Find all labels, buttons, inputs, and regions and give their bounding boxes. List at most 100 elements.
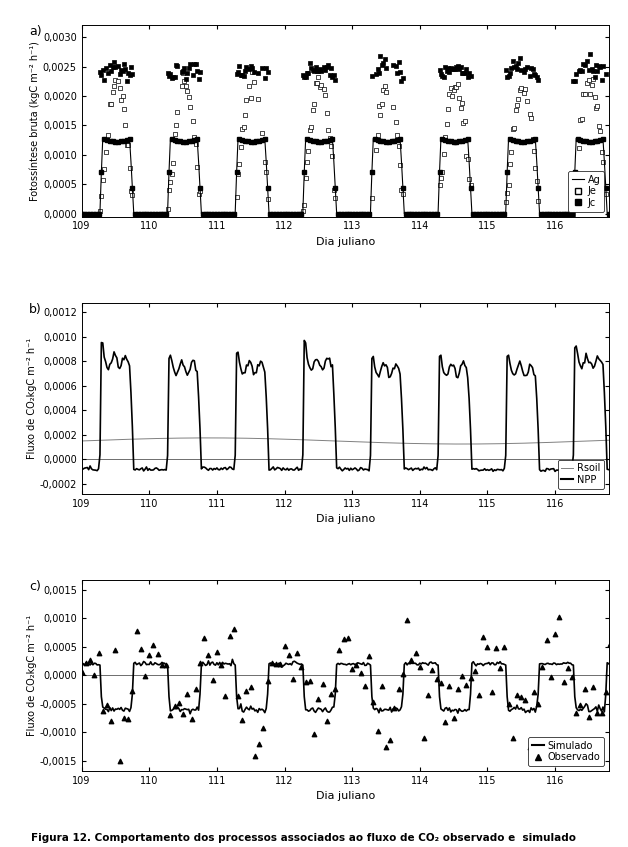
Point bbox=[372, 128, 382, 141]
Observado bbox=[161, 658, 171, 672]
Point bbox=[593, 59, 604, 73]
Point bbox=[327, 70, 337, 84]
Point bbox=[391, 60, 401, 74]
Point bbox=[454, 62, 464, 75]
Point bbox=[458, 116, 468, 130]
Point bbox=[378, 83, 388, 97]
Point bbox=[381, 85, 391, 98]
Point bbox=[376, 49, 386, 63]
Point bbox=[104, 129, 114, 142]
Point bbox=[394, 139, 404, 152]
Observado bbox=[292, 646, 302, 660]
Text: Figura 12. Comportamento dos processos associados ao fluxo de CO₂ observado e  s: Figura 12. Comportamento dos processos a… bbox=[31, 833, 577, 843]
Point bbox=[506, 61, 516, 75]
Point bbox=[123, 66, 133, 80]
Point bbox=[181, 80, 191, 93]
Simulado bbox=[256, 704, 263, 714]
Point bbox=[329, 183, 339, 197]
Observado bbox=[301, 675, 311, 689]
Observado bbox=[343, 632, 353, 645]
Observado bbox=[580, 683, 590, 696]
Point bbox=[447, 63, 457, 76]
Point bbox=[392, 128, 403, 141]
Observado bbox=[601, 685, 611, 699]
Point bbox=[590, 70, 600, 84]
NPP bbox=[443, 370, 450, 380]
Observado bbox=[558, 675, 568, 689]
Point bbox=[592, 99, 602, 113]
Observado bbox=[220, 689, 230, 703]
Point bbox=[301, 70, 311, 84]
Point bbox=[119, 102, 129, 115]
Observado bbox=[229, 622, 239, 635]
Point bbox=[506, 146, 516, 159]
Point bbox=[184, 91, 194, 104]
Point bbox=[597, 74, 607, 87]
Point bbox=[240, 108, 250, 122]
Point bbox=[176, 65, 187, 79]
Point bbox=[316, 64, 326, 78]
Point bbox=[191, 137, 201, 151]
Point bbox=[568, 207, 578, 220]
Point bbox=[244, 62, 254, 75]
Point bbox=[244, 80, 254, 93]
Point bbox=[533, 194, 543, 208]
Observado bbox=[136, 643, 146, 656]
Observado bbox=[94, 646, 104, 660]
Point bbox=[193, 72, 203, 86]
Rsoil bbox=[254, 434, 261, 444]
Observado bbox=[98, 704, 108, 717]
Point bbox=[263, 66, 273, 80]
Point bbox=[450, 80, 460, 94]
Point bbox=[519, 86, 529, 100]
Point bbox=[246, 59, 256, 73]
Point bbox=[98, 173, 108, 186]
Point bbox=[95, 204, 105, 218]
Point bbox=[524, 108, 534, 121]
Point bbox=[313, 69, 323, 83]
Point bbox=[522, 60, 532, 74]
Observado bbox=[199, 632, 209, 645]
Point bbox=[246, 91, 256, 105]
Point bbox=[309, 97, 319, 111]
Observado bbox=[364, 649, 374, 662]
Point bbox=[98, 64, 108, 77]
Observado bbox=[77, 665, 87, 678]
Simulado bbox=[78, 659, 85, 669]
Point bbox=[247, 65, 257, 79]
Point bbox=[104, 66, 114, 80]
Point bbox=[588, 72, 598, 86]
Point bbox=[367, 69, 377, 82]
Rsoil bbox=[458, 439, 466, 449]
Point bbox=[310, 76, 320, 90]
Observado bbox=[296, 661, 306, 674]
Point bbox=[115, 81, 125, 95]
Point bbox=[171, 58, 181, 71]
Observado bbox=[275, 657, 285, 671]
Point bbox=[461, 62, 471, 75]
Point bbox=[326, 61, 336, 75]
Point bbox=[189, 58, 199, 71]
Point bbox=[448, 63, 458, 76]
Point bbox=[437, 69, 447, 83]
Point bbox=[381, 61, 391, 75]
Observado bbox=[508, 731, 518, 745]
Y-axis label: Fotossíntese bruta (kgC m⁻² h⁻¹): Fotossíntese bruta (kgC m⁻² h⁻¹) bbox=[30, 41, 40, 201]
Point bbox=[591, 58, 601, 72]
Point bbox=[319, 60, 329, 74]
Point bbox=[595, 125, 605, 138]
Point bbox=[505, 67, 515, 80]
Point bbox=[298, 69, 308, 82]
Point bbox=[587, 79, 597, 92]
Point bbox=[464, 66, 474, 80]
Point bbox=[305, 124, 315, 137]
NPP bbox=[78, 464, 85, 474]
Observado bbox=[512, 689, 522, 702]
Point bbox=[303, 66, 313, 80]
Point bbox=[515, 51, 525, 64]
Observado bbox=[389, 701, 399, 715]
Point bbox=[96, 189, 106, 202]
Y-axis label: Fluxo de CO₂kgC m⁻² h⁻¹: Fluxo de CO₂kgC m⁻² h⁻¹ bbox=[26, 337, 36, 459]
Observado bbox=[216, 658, 226, 672]
Point bbox=[465, 69, 475, 83]
